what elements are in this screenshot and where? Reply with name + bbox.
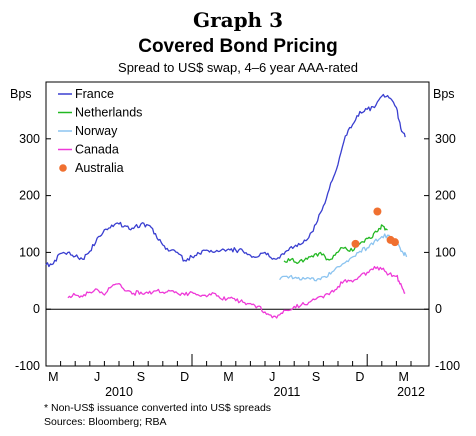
y-tick-label-left: 0 (33, 302, 40, 316)
x-month-label: J (269, 370, 275, 384)
x-month-label: M (223, 370, 233, 384)
chart-subtitle: Spread to US$ swap, 4–6 year AAA-rated (118, 60, 358, 75)
legend-label-australia: Australia (75, 161, 124, 175)
y-unit-right: Bps (433, 87, 455, 101)
y-tick-label-right: 0 (435, 302, 442, 316)
x-month-label: D (355, 370, 364, 384)
y-tick-label-right: -100 (435, 359, 460, 373)
legend-swatch-australia (59, 164, 67, 172)
legend-label-canada: Canada (75, 143, 119, 157)
series-line-norway (279, 233, 408, 282)
y-tick-label-left: 300 (19, 132, 40, 146)
legend-label-norway: Norway (75, 124, 118, 138)
series-point-australia (390, 238, 399, 247)
footnote: * Non-US$ issuance converted into US$ sp… (44, 402, 272, 414)
y-tick-label-left: 100 (19, 245, 40, 259)
x-month-label: M (48, 370, 58, 384)
y-tick-label-right: 300 (435, 132, 456, 146)
series-point-australia (351, 239, 360, 248)
y-tick-label-right: 200 (435, 189, 456, 203)
x-month-label: M (398, 370, 408, 384)
y-tick-label-left: 200 (19, 189, 40, 203)
series-line-netherlands (283, 224, 388, 265)
series-layer (45, 93, 408, 319)
x-month-label: S (312, 370, 320, 384)
series-point-australia (373, 207, 382, 216)
x-year-label: 2010 (105, 385, 133, 399)
plot-frame (45, 81, 430, 367)
sources-note: Sources: Bloomberg; RBA (44, 416, 167, 428)
y-tick-label-left: -100 (15, 359, 40, 373)
x-year-label: 2012 (397, 385, 425, 399)
x-year-label: 2011 (273, 385, 300, 399)
y-tick-label-right: 100 (435, 245, 456, 259)
graph-number: Graph 3 (193, 8, 283, 32)
x-month-label: J (94, 370, 100, 384)
legend-label-france: France (75, 87, 114, 101)
legend-label-netherlands: Netherlands (75, 106, 142, 120)
series-line-canada (67, 265, 406, 319)
legend: France Netherlands Norway Canada Australia (58, 87, 142, 175)
x-month-label: S (137, 370, 145, 384)
series-line-france (45, 93, 406, 268)
chart-title: Covered Bond Pricing (138, 36, 338, 57)
y-unit-left: Bps (10, 87, 32, 101)
x-month-label: D (180, 370, 189, 384)
